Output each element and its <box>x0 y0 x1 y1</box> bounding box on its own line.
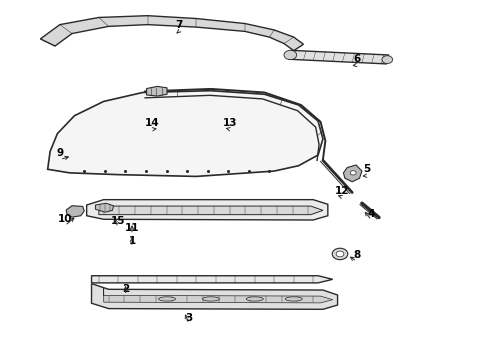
Text: 10: 10 <box>57 214 72 224</box>
Text: 2: 2 <box>122 284 129 294</box>
Polygon shape <box>92 284 338 309</box>
Polygon shape <box>66 206 84 217</box>
Text: 6: 6 <box>353 54 361 64</box>
Text: 3: 3 <box>185 312 193 323</box>
Text: 11: 11 <box>125 223 139 233</box>
Polygon shape <box>99 206 323 215</box>
Text: 1: 1 <box>128 236 136 246</box>
Circle shape <box>332 248 348 260</box>
Text: 8: 8 <box>353 250 361 260</box>
Ellipse shape <box>202 297 220 301</box>
Ellipse shape <box>246 297 263 301</box>
Circle shape <box>350 171 356 175</box>
Polygon shape <box>48 91 323 176</box>
Text: 5: 5 <box>363 164 370 174</box>
Polygon shape <box>104 288 333 303</box>
Text: 9: 9 <box>56 148 63 158</box>
Circle shape <box>382 56 392 64</box>
Polygon shape <box>147 86 167 96</box>
Text: 13: 13 <box>223 118 238 128</box>
Polygon shape <box>289 50 389 64</box>
Text: 14: 14 <box>145 118 160 128</box>
Polygon shape <box>87 200 328 220</box>
Polygon shape <box>40 16 303 51</box>
Polygon shape <box>343 165 362 182</box>
Polygon shape <box>96 203 114 212</box>
Text: 15: 15 <box>111 216 125 226</box>
Text: 12: 12 <box>335 186 350 196</box>
Ellipse shape <box>285 297 302 301</box>
Text: 7: 7 <box>175 19 183 30</box>
Ellipse shape <box>159 297 175 301</box>
Text: 4: 4 <box>368 209 375 219</box>
Polygon shape <box>92 276 333 283</box>
Circle shape <box>336 251 344 257</box>
Circle shape <box>284 50 296 60</box>
